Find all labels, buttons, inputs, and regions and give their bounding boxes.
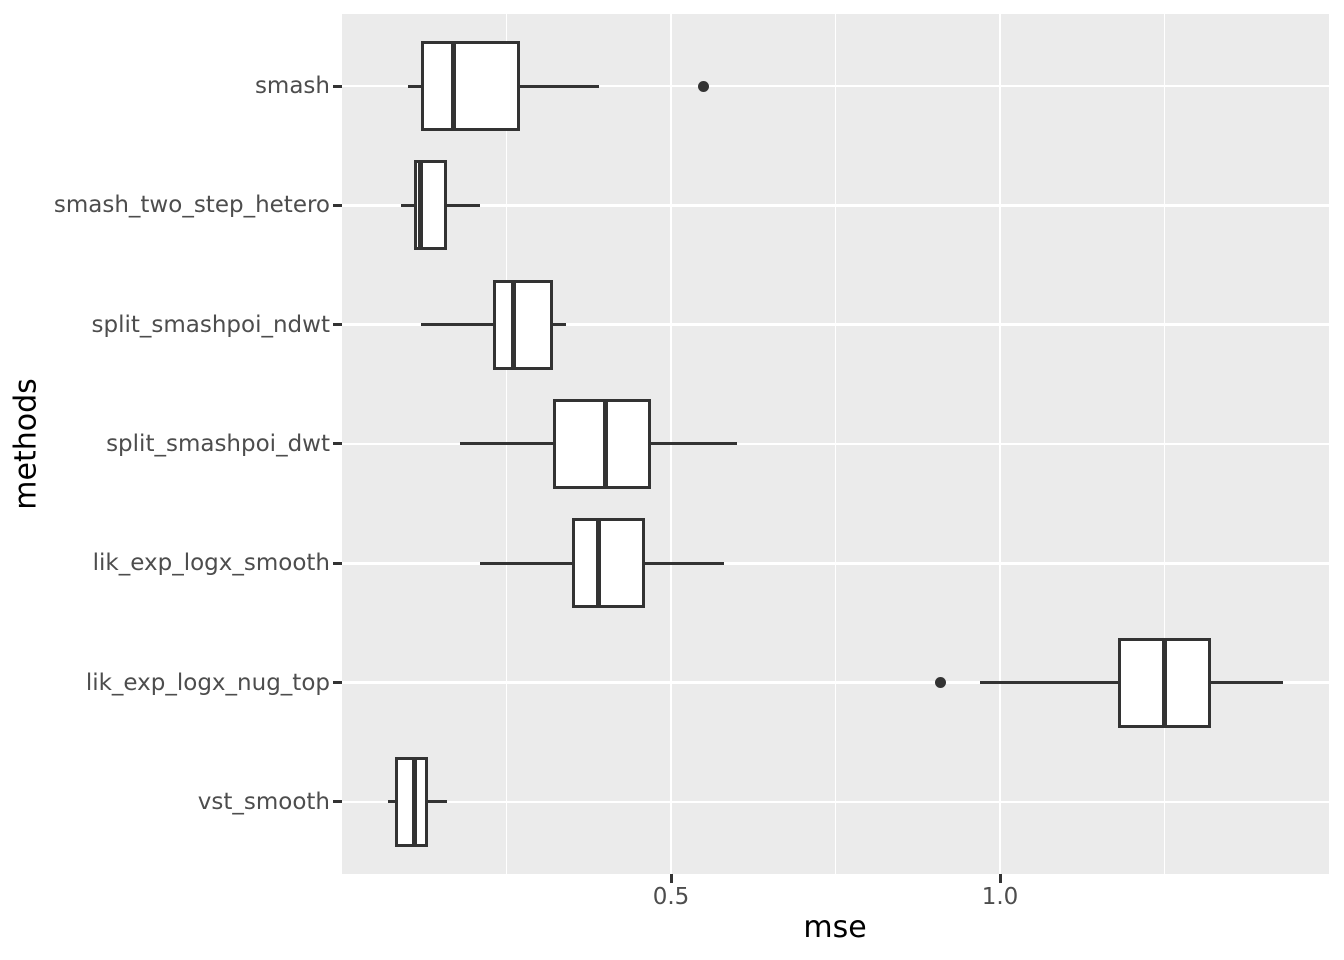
y-tick-label: smash_two_step_hetero xyxy=(53,192,330,219)
x-tick-mark xyxy=(669,874,673,883)
y-tick-mark xyxy=(333,84,342,88)
boxplot-whisker-low xyxy=(401,203,415,207)
outlier-point xyxy=(935,677,947,689)
y-tick-label: smash xyxy=(254,73,330,99)
y-tick-mark xyxy=(333,681,342,685)
boxplot-box xyxy=(394,756,428,847)
boxplot-median xyxy=(602,398,608,489)
boxplot-whisker-high xyxy=(651,442,737,446)
boxplot-median xyxy=(451,41,457,131)
boxplot-box xyxy=(420,41,520,131)
boxplot-median xyxy=(1162,637,1167,728)
gridline-major-y xyxy=(342,681,1329,684)
y-axis: smash smash_two_step_hetero split_smashpoi… xyxy=(0,14,330,874)
y-tick-mark xyxy=(333,800,342,804)
boxplot-whisker-low xyxy=(980,681,1119,685)
boxplot-whisker-low xyxy=(480,561,573,565)
boxplot-whisker-high xyxy=(427,800,448,804)
boxplot-box xyxy=(572,518,645,609)
y-tick-label: vst_smooth xyxy=(197,788,330,815)
boxplot-whisker-high xyxy=(519,84,599,88)
y-tick-label: split_smashpoi_dwt xyxy=(106,430,330,457)
y-tick-mark xyxy=(333,323,342,327)
y-tick-mark xyxy=(333,442,342,446)
boxplot-whisker-high xyxy=(552,323,566,327)
y-tick-label: lik_exp_logx_smooth xyxy=(92,550,330,577)
x-axis-title: mse xyxy=(803,910,867,945)
x-tick-mark xyxy=(998,874,1002,883)
boxplot-whisker-high xyxy=(1210,681,1283,685)
plot-panel xyxy=(342,14,1329,874)
boxplot-box xyxy=(493,279,553,370)
gridline-major-y xyxy=(342,323,1329,326)
x-tick-label: 1.0 xyxy=(981,884,1019,910)
boxplot-whisker-low xyxy=(460,442,553,446)
boxplot-whisker-low xyxy=(407,84,421,88)
boxplot-box xyxy=(552,398,652,489)
y-tick-label: split_smashpoi_ndwt xyxy=(91,311,331,338)
boxplot-whisker-high xyxy=(447,203,481,207)
y-tick-mark xyxy=(333,561,342,565)
boxplot-median xyxy=(411,756,417,847)
boxplot-whisker-high xyxy=(644,561,724,565)
x-tick-label: 0.5 xyxy=(652,884,690,910)
gridline-major-y xyxy=(342,562,1329,565)
boxplot-median xyxy=(418,160,424,251)
gridline-major-y xyxy=(342,204,1329,207)
outlier-point xyxy=(698,80,710,92)
gridline-major-y xyxy=(342,84,1329,88)
gridline-major-y xyxy=(342,800,1329,804)
y-tick-mark xyxy=(333,203,342,207)
y-tick-label: lik_exp_logx_nug_top xyxy=(85,669,330,696)
boxplot-median xyxy=(596,518,602,609)
gridline-major-y xyxy=(342,442,1329,446)
boxplot-whisker-low xyxy=(420,323,494,327)
boxplot-whisker-low xyxy=(388,800,395,804)
boxplot-median xyxy=(510,279,516,370)
